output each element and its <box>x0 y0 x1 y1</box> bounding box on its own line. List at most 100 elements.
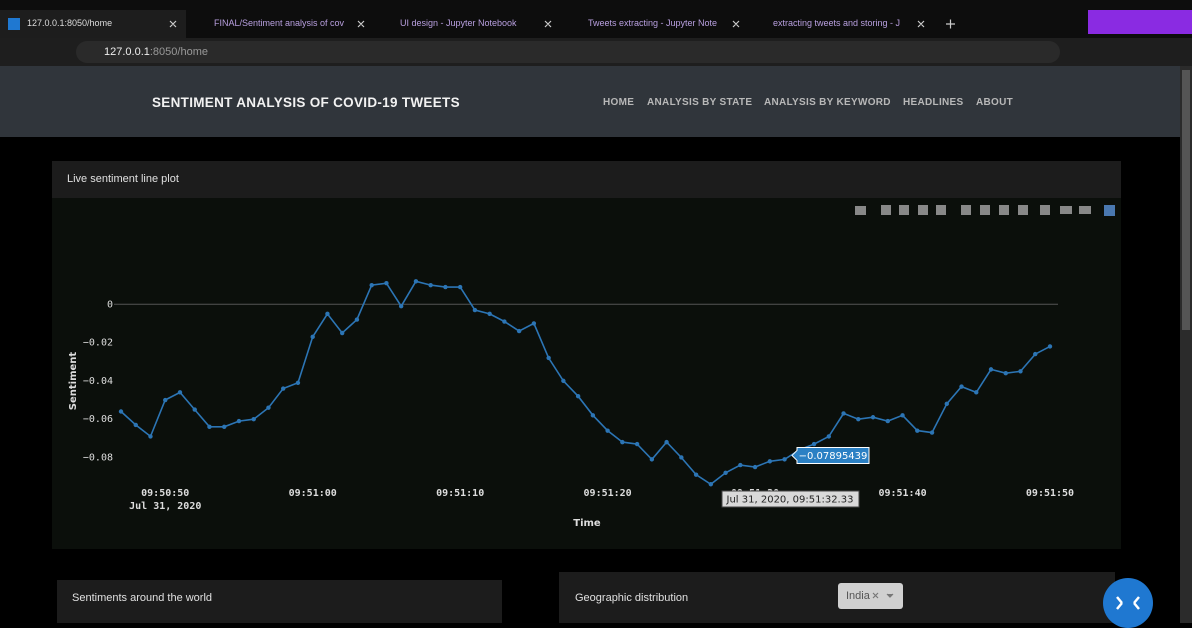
x-tick-label: 09:50:50 <box>141 488 189 499</box>
x-tick-label: 09:51:00 <box>289 488 337 499</box>
x-tick-label: 09:51:20 <box>584 488 632 499</box>
point <box>531 321 537 326</box>
point <box>398 304 404 309</box>
tab-title[interactable]: Tweets extracting - Jupyter Note <box>588 18 718 28</box>
nav-link[interactable]: ANALYSIS BY KEYWORD <box>764 97 891 108</box>
point <box>236 418 242 424</box>
point <box>664 439 669 445</box>
point <box>693 472 699 477</box>
y-axis-label: Sentiment <box>68 352 79 411</box>
modebar <box>855 205 1115 216</box>
point <box>118 409 124 414</box>
arrow-icons <box>1116 596 1140 610</box>
point <box>605 428 610 433</box>
point <box>384 281 389 286</box>
point <box>679 455 684 460</box>
hover-value-box <box>791 446 870 464</box>
point <box>767 459 773 464</box>
point <box>1003 371 1008 376</box>
point <box>959 384 964 389</box>
card-title: Sentiments around the world <box>72 592 213 604</box>
navbar <box>0 66 1180 137</box>
nav-circle[interactable] <box>1103 578 1153 628</box>
y-tick-label: −0.08 <box>83 452 113 463</box>
x-date-label: Jul 31, 2020 <box>129 501 201 512</box>
point <box>826 434 832 439</box>
point <box>885 418 890 424</box>
navbar-title: SENTIMENT ANALYSIS OF COVID-19 TWEETS <box>152 95 460 110</box>
point <box>222 424 227 430</box>
y-tick-label: −0.06 <box>83 414 113 425</box>
point <box>738 462 743 468</box>
point <box>1033 351 1038 357</box>
point <box>620 439 625 445</box>
tab-active[interactable] <box>0 10 186 38</box>
point <box>856 416 861 422</box>
dropdown-value: India <box>846 590 870 602</box>
address-box[interactable] <box>76 41 1060 63</box>
tab-bar <box>0 0 1192 38</box>
point <box>811 441 817 447</box>
y-tick-label: −0.04 <box>83 376 113 387</box>
point <box>546 355 551 361</box>
card-header <box>52 161 1121 198</box>
point <box>472 307 478 313</box>
point <box>915 428 920 433</box>
point <box>148 434 153 439</box>
card <box>52 161 1121 549</box>
point <box>413 279 419 284</box>
point <box>369 282 374 288</box>
url[interactable]: 127.0.0.1:8050/home <box>104 46 208 58</box>
x-tick-label: 09:51:10 <box>436 488 484 499</box>
tab-title[interactable]: extracting tweets and storing - J <box>773 18 901 28</box>
point <box>266 405 271 410</box>
point <box>649 457 655 462</box>
card-title: Geographic distribution <box>575 592 689 604</box>
point <box>502 319 507 324</box>
point <box>944 401 949 407</box>
nav-link[interactable]: HOME <box>603 97 635 108</box>
nav-link[interactable]: ANALYSIS BY STATE <box>647 97 753 108</box>
dropdown-icons <box>872 592 894 599</box>
point <box>281 386 286 391</box>
point <box>192 407 197 412</box>
point <box>974 390 979 395</box>
point <box>841 411 846 416</box>
x-tick-label: 09:51:50 <box>1026 488 1074 499</box>
nav-link[interactable]: ABOUT <box>976 97 1014 108</box>
point <box>487 311 492 317</box>
point <box>900 413 905 418</box>
scroll-thumb[interactable] <box>1182 70 1190 330</box>
hover-x-label: Jul 31, 2020, 09:51:32.33 <box>726 495 854 506</box>
hover-value-label: −0.07895439 <box>799 451 868 462</box>
x-axis-label: Time <box>573 518 601 529</box>
point <box>561 378 566 384</box>
dropdown[interactable] <box>838 583 903 609</box>
card <box>559 572 1115 623</box>
point <box>752 464 758 470</box>
point <box>516 328 522 334</box>
point <box>325 311 330 317</box>
point <box>295 380 301 385</box>
point <box>133 422 138 428</box>
point <box>988 367 994 372</box>
tab-close-icons <box>169 19 955 29</box>
card-title: Live sentiment line plot <box>67 173 179 185</box>
point <box>1018 369 1023 374</box>
line <box>120 280 1051 486</box>
point <box>354 317 360 322</box>
tab-title[interactable]: 127.0.0.1:8050/home <box>27 18 113 28</box>
point <box>251 416 256 422</box>
window-controls[interactable] <box>1088 10 1192 34</box>
tab-title[interactable]: UI design - Jupyter Notebook <box>400 18 517 28</box>
point <box>428 282 433 288</box>
x-tick-label: 09:51:40 <box>878 488 926 499</box>
point <box>590 413 596 418</box>
point <box>339 330 345 336</box>
tab-title[interactable]: FINAL/Sentiment analysis of cov <box>214 18 345 28</box>
nav-link[interactable]: HEADLINES <box>903 97 964 108</box>
point <box>177 390 183 395</box>
point <box>929 430 935 435</box>
